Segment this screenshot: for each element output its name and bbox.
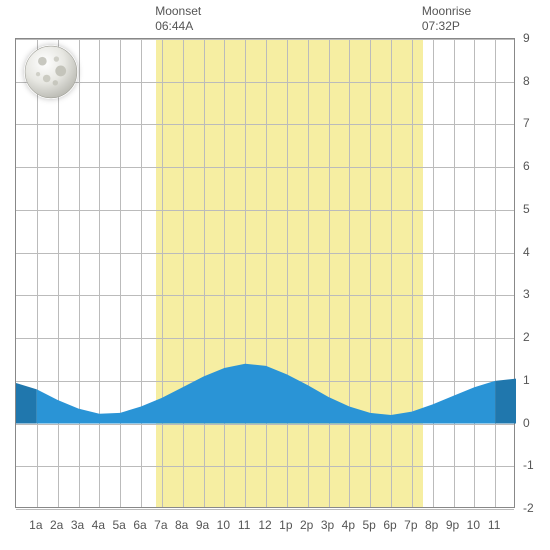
moon-phase-icon: [24, 45, 78, 99]
y-tick-label: -1: [523, 458, 534, 472]
plot-area: [15, 38, 515, 508]
gridline-h: [16, 509, 514, 510]
y-tick-label: 8: [523, 74, 530, 88]
moonset-annotation: Moonset 06:44A: [155, 4, 201, 34]
x-tick-label: 2a: [50, 518, 63, 532]
moonset-time: 06:44A: [155, 19, 201, 34]
x-tick-label: 9a: [196, 518, 209, 532]
x-tick-label: 1a: [29, 518, 42, 532]
y-tick-label: 4: [523, 245, 530, 259]
x-tick-label: 7a: [154, 518, 167, 532]
x-tick-label: 10: [217, 518, 230, 532]
x-tick-label: 4a: [92, 518, 105, 532]
y-tick-label: 3: [523, 287, 530, 301]
y-tick-label: 5: [523, 202, 530, 216]
x-tick-label: 11: [238, 518, 250, 532]
tide-chart: Moonset 06:44A Moonrise 07:32P -2-101234…: [0, 0, 550, 550]
x-tick-label: 12: [258, 518, 271, 532]
y-tick-label: 9: [523, 31, 530, 45]
y-tick-label: 7: [523, 116, 530, 130]
x-tick-label: 5a: [112, 518, 125, 532]
tide-area: [16, 39, 516, 509]
x-tick-label: 4p: [342, 518, 355, 532]
x-tick-label: 5p: [362, 518, 375, 532]
moonset-title: Moonset: [155, 4, 201, 19]
y-tick-label: 1: [523, 373, 530, 387]
x-tick-label: 8p: [425, 518, 438, 532]
x-tick-label: 7p: [404, 518, 417, 532]
x-tick-label: 8a: [175, 518, 188, 532]
x-tick-label: 3a: [71, 518, 84, 532]
x-tick-label: 2p: [300, 518, 313, 532]
y-tick-label: -2: [523, 501, 534, 515]
moonrise-time: 07:32P: [422, 19, 471, 34]
moonrise-annotation: Moonrise 07:32P: [422, 4, 471, 34]
x-tick-label: 3p: [321, 518, 334, 532]
x-tick-label: 6a: [133, 518, 146, 532]
y-tick-label: 6: [523, 159, 530, 173]
moonrise-title: Moonrise: [422, 4, 471, 19]
x-tick-label: 1p: [279, 518, 292, 532]
x-tick-label: 9p: [446, 518, 459, 532]
y-tick-label: 0: [523, 416, 530, 430]
x-tick-label: 11: [488, 518, 500, 532]
y-tick-label: 2: [523, 330, 530, 344]
x-tick-label: 6p: [383, 518, 396, 532]
x-tick-label: 10: [467, 518, 480, 532]
